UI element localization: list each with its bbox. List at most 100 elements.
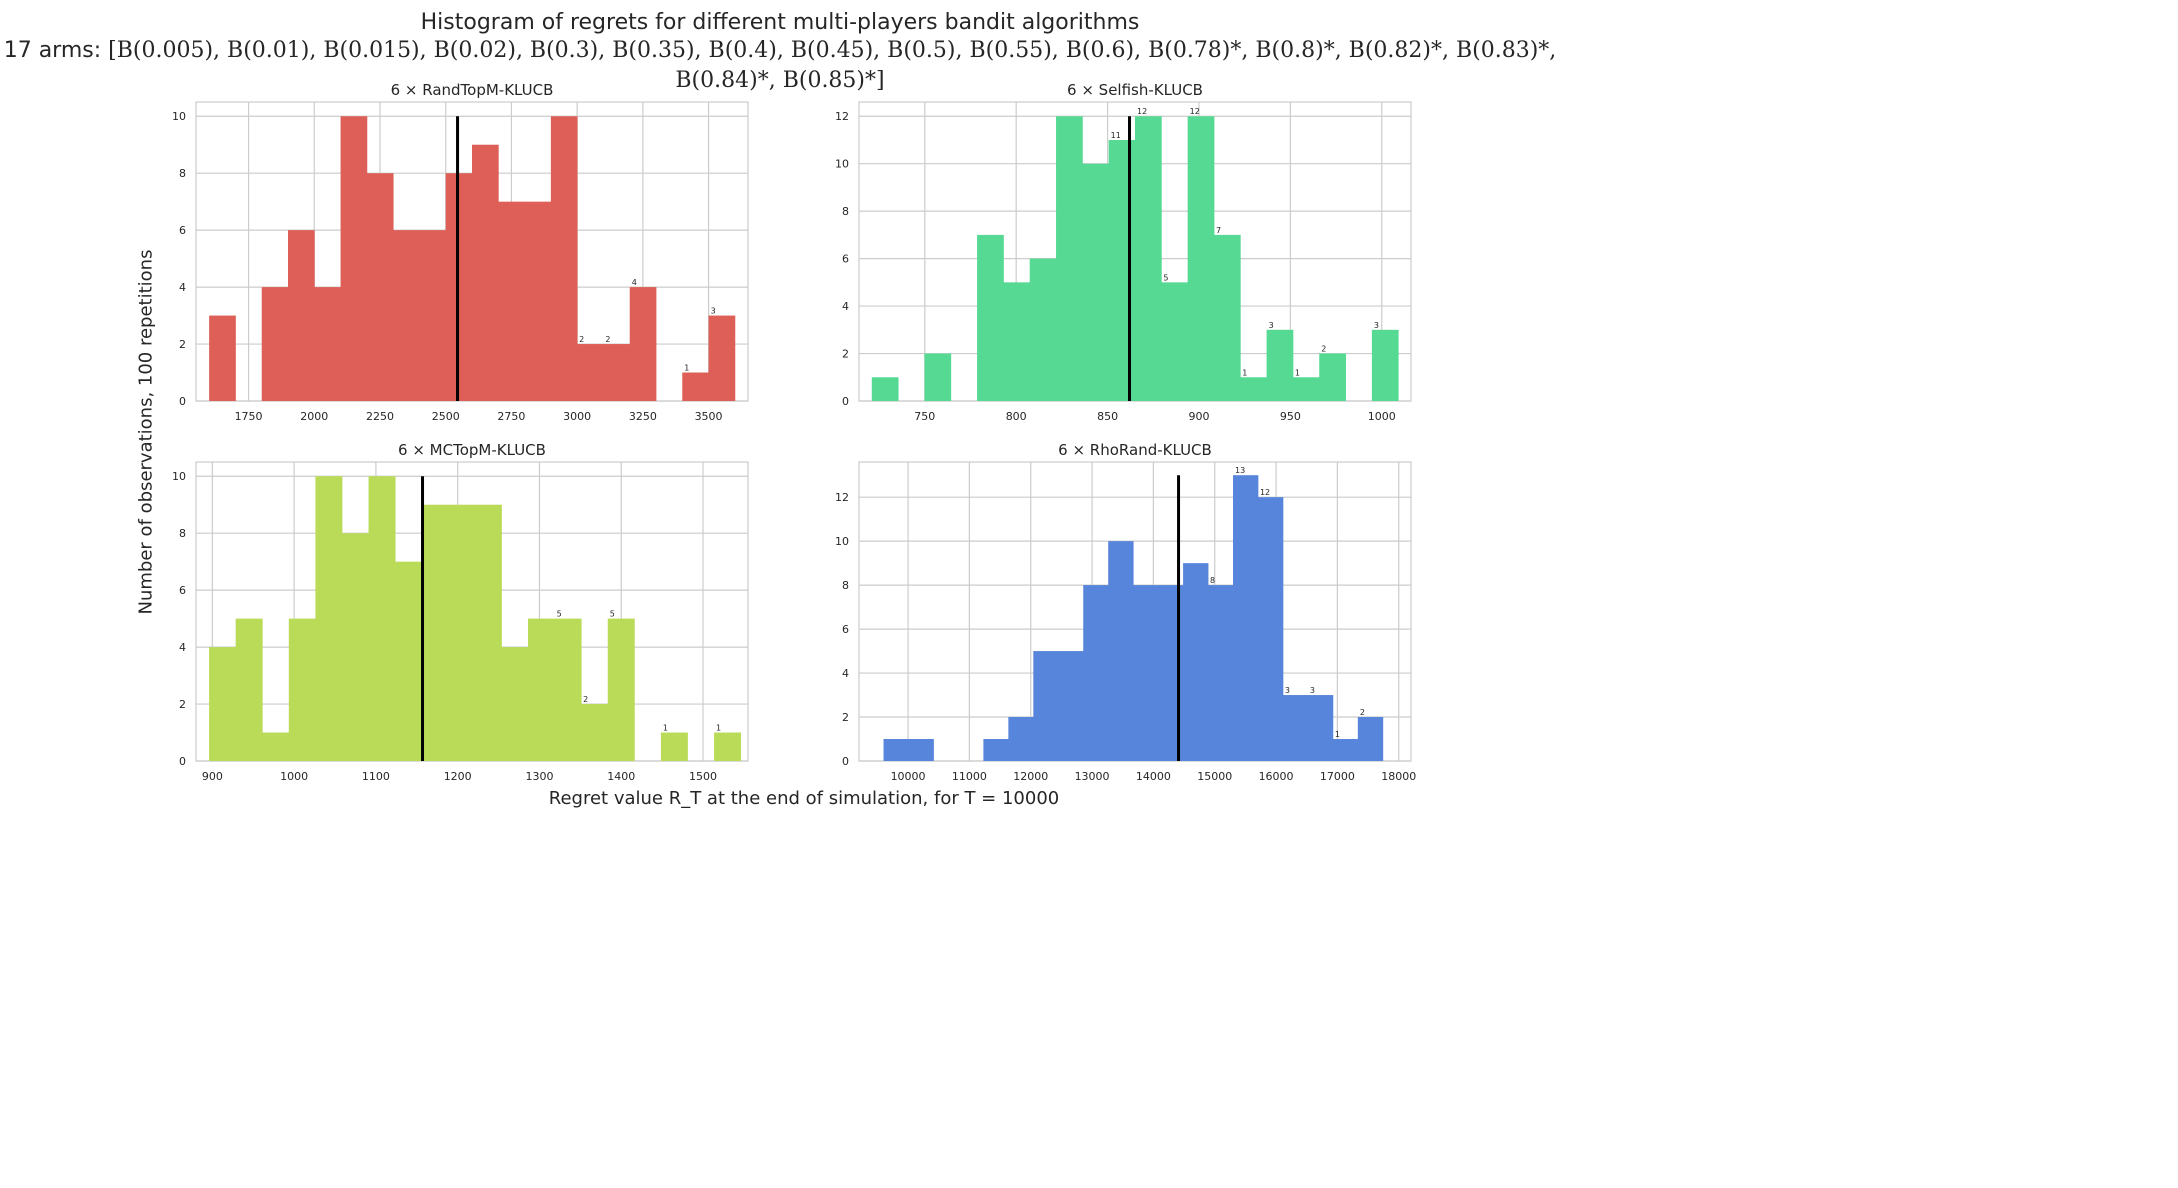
histogram-bar <box>1033 651 1059 761</box>
histogram-bar <box>1292 377 1320 401</box>
subplot-title: 6 × RhoRand-KLUCB <box>1058 441 1212 459</box>
bar-count-label: 13 <box>1235 466 1245 475</box>
histogram-bar <box>261 287 289 401</box>
x-tick-label: 1200 <box>444 770 472 783</box>
histogram-bar <box>581 704 609 761</box>
histogram-bar <box>341 533 369 761</box>
x-tick-label: 2750 <box>497 410 525 423</box>
histogram-bar <box>1008 717 1034 761</box>
histogram-bar <box>340 116 368 401</box>
bar-count-label: 3 <box>711 307 716 316</box>
x-tick-label: 14000 <box>1136 770 1171 783</box>
histogram-bar <box>498 201 525 401</box>
y-tick-label: 0 <box>842 395 849 408</box>
bar-count-label: 7 <box>1216 226 1221 235</box>
y-tick-label: 8 <box>179 527 186 540</box>
bar-count-label: 3 <box>1310 686 1315 695</box>
y-tick-label: 6 <box>179 224 186 237</box>
bar-count-label: 12 <box>1137 107 1147 116</box>
histogram-bar <box>883 739 909 761</box>
histogram-bar <box>577 344 604 401</box>
histogram-bar <box>1282 695 1309 761</box>
bar-count-label: 5 <box>1163 273 1168 282</box>
histogram-bar <box>395 561 423 761</box>
y-tick-label: 6 <box>179 584 186 597</box>
x-tick-label: 2000 <box>300 410 328 423</box>
histogram-bar <box>366 173 394 401</box>
histogram-bar <box>1240 377 1268 401</box>
x-tick-label: 3500 <box>695 410 723 423</box>
bar-count-label: 1 <box>716 724 721 733</box>
x-tick-label: 3250 <box>629 410 657 423</box>
histogram-bar <box>393 230 420 401</box>
histogram-panel-2: 750 800 850 900 950 1000024681012111251271312… <box>835 81 1412 423</box>
histogram-bar <box>368 476 396 761</box>
histogram-bar <box>1135 116 1162 401</box>
histogram-panel-3: 900 1000 1100 1200 1300 1400 1500 0 2 4 6 8 10 5 2 5 1 1 6… <box>172 441 749 783</box>
histogram-bar <box>524 201 552 401</box>
x-tick-label: 1000 <box>1368 410 1396 423</box>
arms-prefix: 17 arms: <box>3 38 109 63</box>
histogram-bar <box>209 315 236 401</box>
y-tick-label: 4 <box>179 281 186 294</box>
y-tick-label: 10 <box>835 535 849 548</box>
histogram-bar <box>448 504 476 761</box>
bar-count-label: 2 <box>583 695 588 704</box>
y-tick-label: 4 <box>842 300 849 313</box>
histogram-bar <box>1083 585 1109 761</box>
bar-count-label: 2 <box>1360 708 1365 717</box>
histogram-bar <box>1056 116 1083 401</box>
y-tick-label: 8 <box>842 579 849 592</box>
subplot-title: 6 × RandTopM-KLUCB <box>391 81 554 99</box>
histogram-bar <box>1183 563 1209 761</box>
x-tick-label: 900 <box>202 770 223 783</box>
histogram-bar <box>1307 695 1334 761</box>
histogram-bar <box>1357 717 1384 761</box>
histogram-bar <box>629 287 657 401</box>
histogram-bar <box>1029 258 1057 401</box>
histogram-bar <box>1058 651 1084 761</box>
histogram-bar <box>924 353 952 401</box>
x-tick-label: 18000 <box>1381 770 1416 783</box>
histogram-bar <box>1161 282 1189 401</box>
histogram-bar <box>603 344 631 401</box>
histogram-bar <box>235 618 263 761</box>
histogram-bar <box>708 315 736 401</box>
bar-count-label: 2 <box>1321 345 1326 354</box>
histogram-bar <box>314 287 341 401</box>
histogram-bar <box>714 732 742 761</box>
histogram-bar <box>421 504 449 761</box>
histogram-bar <box>1082 163 1110 401</box>
bar-count-label: 1 <box>684 364 689 373</box>
histogram-bar <box>1187 116 1215 401</box>
bar-count-label: 3 <box>1374 321 1379 330</box>
bar-count-label: 1 <box>1295 368 1300 377</box>
histogram-bar <box>315 476 343 761</box>
y-tick-label: 0 <box>842 755 849 768</box>
x-tick-label: 800 <box>1006 410 1027 423</box>
x-tick-label: 1750 <box>235 410 263 423</box>
figure-subtitle: 17 arms: [B(0.005), B(0.01), B(0.015), B… <box>0 36 1560 96</box>
histogram-bar <box>1257 497 1284 761</box>
y-tick-label: 10 <box>172 110 186 123</box>
histogram-bar <box>1108 139 1136 401</box>
bar-count-label: 5 <box>610 610 615 619</box>
bar-count-label: 1 <box>663 724 668 733</box>
x-tick-label: 12000 <box>1013 770 1048 783</box>
histogram-bar <box>871 377 899 401</box>
histogram-bar <box>1332 739 1359 761</box>
figure-title: Histogram of regrets for different multi… <box>420 10 1140 35</box>
bar-count-label: 12 <box>1190 107 1200 116</box>
x-tick-label: 900 <box>1188 410 1209 423</box>
y-tick-label: 8 <box>179 167 186 180</box>
histogram-bar <box>1233 475 1259 761</box>
histogram-bar <box>1371 329 1399 401</box>
histogram-bar <box>1266 329 1294 401</box>
y-tick-label: 12 <box>835 491 849 504</box>
x-tick-label: 1000 <box>280 770 308 783</box>
histogram-panel-4: 10000 11000 12000 13000 14000 15000 16000 17000… <box>835 441 1416 783</box>
y-tick-label: 0 <box>179 395 186 408</box>
histogram-bar <box>288 230 315 401</box>
subplot-title: 6 × MCTopM-KLUCB <box>398 441 546 459</box>
y-tick-label: 12 <box>835 110 849 123</box>
